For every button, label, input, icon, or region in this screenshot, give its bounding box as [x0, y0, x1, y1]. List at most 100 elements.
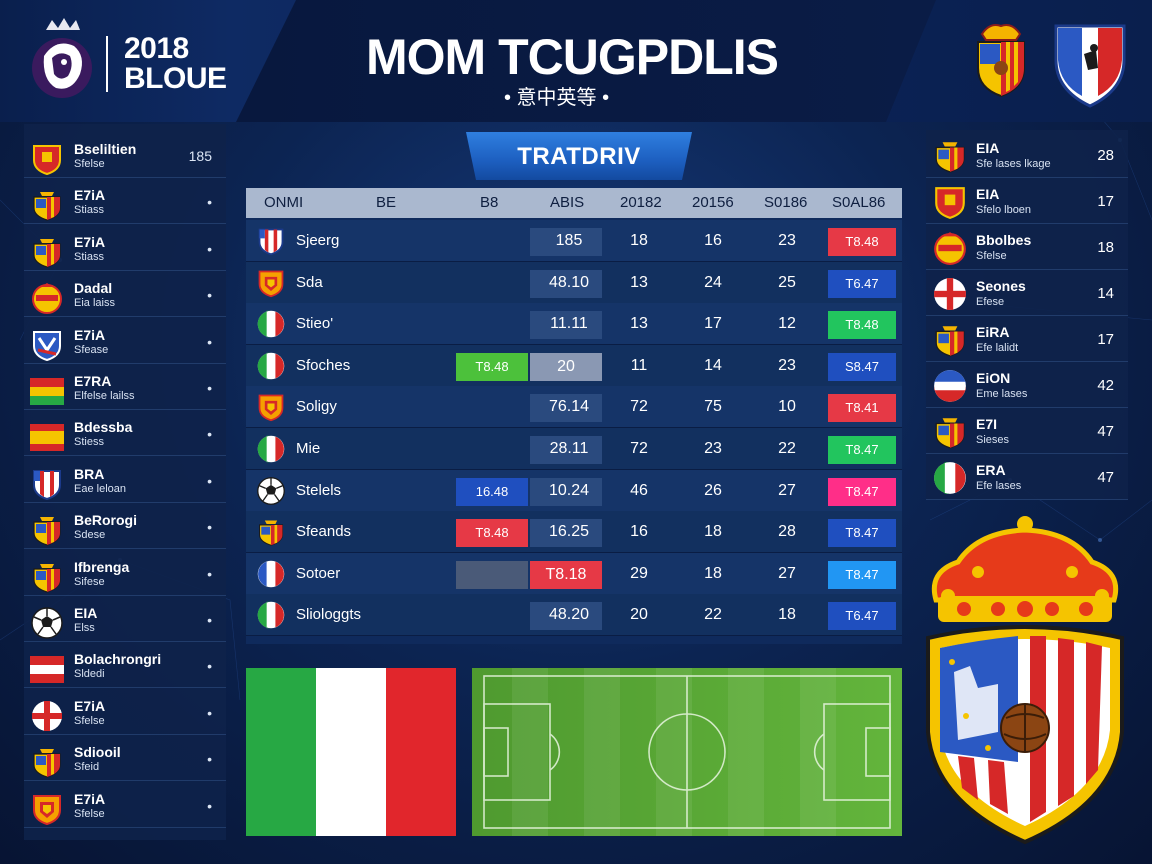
list-item[interactable]: Seones Efese 14	[926, 270, 1128, 316]
list-item[interactable]: E7iA Stiass •	[24, 180, 226, 225]
list-item[interactable]: EIA Sfe lases lkage 28	[926, 132, 1128, 178]
column-header[interactable]: ONMI	[264, 194, 304, 211]
list-item-value: •	[207, 194, 212, 211]
soccer-ball-icon	[256, 476, 286, 506]
list-item[interactable]: ERA Efe lases 47	[926, 454, 1128, 500]
list-item[interactable]: Sdiooil Sfeid •	[24, 737, 226, 782]
team-name: Sliologgts	[296, 606, 362, 624]
table-row[interactable]: Sda 48.10 13 24 25 T6.47	[246, 261, 902, 304]
list-item[interactable]: E7RA Elfelse lailss •	[24, 366, 226, 410]
spain-flag-icon	[30, 420, 64, 454]
column-header[interactable]: S0AL86	[832, 194, 886, 211]
column-header[interactable]: ABIS	[550, 194, 585, 211]
team-name: Sda	[296, 273, 323, 291]
tab-tratdriv[interactable]: TRATDRIV	[466, 132, 692, 180]
big-club-crest-icon[interactable]	[918, 512, 1132, 846]
table-row[interactable]: Sfeands T8.48 16.25 16 18 28 T8.47	[246, 511, 902, 554]
list-item[interactable]: Bbolbes Sfelse 18	[926, 224, 1128, 270]
table-row[interactable]: Soligy 76.14 72 75 10 T8.41	[246, 386, 902, 429]
list-item[interactable]: Dadal Eia laiss •	[24, 273, 226, 318]
shield-red-yellow-icon	[30, 513, 64, 547]
shield-blue-red-icon	[30, 467, 64, 501]
stat-cell: 24	[704, 273, 722, 291]
italy-flag-icon	[256, 309, 286, 339]
list-item[interactable]: E7I Sieses 47	[926, 408, 1128, 454]
team-name: Sotoer	[296, 564, 341, 582]
standings-table: ONMI BE B8 ABIS 20182 20156 S0186 S0AL86…	[246, 188, 902, 644]
stat-cell-bg	[530, 394, 602, 423]
list-item[interactable]: Ifbrenga Sifese •	[24, 552, 226, 596]
list-item[interactable]: E7iA Sfelse •	[24, 691, 226, 735]
list-item[interactable]: Bseliltien Sfelse 185	[24, 134, 226, 178]
bolivia-flag-icon	[30, 374, 64, 408]
table-row[interactable]: Mie 28.11 72 23 22 T8.47	[246, 428, 902, 470]
list-item-sub: Sifese	[74, 575, 105, 588]
list-item-value: 47	[1097, 469, 1114, 486]
stat-cell: 12	[778, 315, 796, 333]
list-item[interactable]: EiRA Efe lalidt 17	[926, 316, 1128, 362]
list-item-sub: Sfe lases lkage	[976, 158, 1051, 170]
column-header[interactable]: B8	[480, 194, 499, 211]
list-item-name: Bolachrongri	[74, 651, 162, 668]
status-badge: T8.47	[828, 560, 896, 589]
stat-cell: 11	[630, 356, 648, 374]
team-name: Stelels	[296, 481, 342, 499]
list-item[interactable]: Bdessba Stiess •	[24, 412, 226, 457]
england-flag-icon	[30, 699, 64, 733]
list-item[interactable]: EIA Elss •	[24, 598, 226, 642]
list-item-name: E7iA	[74, 187, 106, 204]
list-item-sub: Efe lalidt	[976, 342, 1019, 354]
soccer-ball-icon	[30, 606, 64, 640]
club-crest-icon[interactable]	[970, 18, 1032, 98]
league-lion-logo-icon[interactable]	[26, 16, 96, 106]
list-item-sub: Efese	[976, 296, 1005, 308]
italy-flag-icon	[256, 434, 286, 464]
list-item-name: Bdessba	[74, 419, 133, 436]
column-header[interactable]: BE	[376, 194, 397, 211]
list-item-name: EIA	[976, 140, 1000, 156]
stat-cell: 22	[704, 606, 722, 624]
france-flag-icon	[256, 559, 286, 589]
column-header[interactable]: S0186	[764, 194, 808, 211]
list-item[interactable]: BRA Eae leloan •	[24, 459, 226, 503]
shield-red-yellow-icon	[932, 138, 968, 174]
status-badge: T8.47	[828, 436, 896, 464]
column-header[interactable]: 20156	[692, 194, 734, 211]
list-item-sub: Sieses	[976, 434, 1010, 446]
stat-cell: 16	[704, 232, 722, 249]
table-row[interactable]: Stelels 16.48 10.24 46 26 27 T8.47	[246, 469, 902, 512]
list-item[interactable]: E7iA Stiass •	[24, 227, 226, 271]
list-item-name: EIA	[976, 186, 1000, 202]
shield-orange-icon	[30, 792, 64, 826]
column-header[interactable]: 20182	[620, 194, 662, 211]
list-item-sub: Sldedi	[74, 668, 105, 681]
status-badge: S8.47	[828, 352, 896, 381]
stat-cell: 26	[704, 481, 722, 499]
france-round-icon	[932, 368, 968, 404]
list-item[interactable]: BeRorogi Sdese •	[24, 505, 226, 550]
list-item[interactable]: Bolachrongri Sldedi •	[24, 644, 226, 689]
logo-divider	[106, 36, 108, 92]
table-row[interactable]: Sfoches T8.48 20 11 14 23 S8.47	[246, 344, 902, 387]
list-item-name: Seones	[976, 278, 1026, 294]
table-row[interactable]: Sliologgts 48.20 20 22 18 T6.47	[246, 594, 902, 637]
list-item[interactable]: EiON Eme lases 42	[926, 362, 1128, 408]
table-row[interactable]: Sjeerg 185 18 16 23 T8.48	[246, 220, 902, 262]
page-title: MOM TCUGPDLIS	[366, 29, 779, 85]
table-row[interactable]: Stieo' 11.11 13 17 12 T8.48	[246, 303, 902, 346]
list-item[interactable]: E7iA Sfelse •	[24, 784, 226, 828]
stat-cell: 11.11	[550, 315, 588, 333]
list-item-name: ERA	[976, 462, 1006, 478]
list-item[interactable]: E7iA Sfease •	[24, 320, 226, 364]
italy-flag-icon	[256, 600, 286, 630]
table-row[interactable]: Sotoer T8.18 29 18 27 T8.47	[246, 552, 902, 595]
shield-red-yellow-icon	[30, 745, 64, 779]
france-shield-icon[interactable]	[1052, 20, 1128, 108]
status-badge: T8.47	[828, 477, 896, 506]
list-item[interactable]: EIA Sfelo lboen 17	[926, 178, 1128, 224]
stat-cell: 17	[704, 315, 722, 333]
soccer-pitch-graphic[interactable]	[472, 668, 902, 836]
team-name: Soligy	[296, 398, 337, 416]
stat-cell: 13	[630, 273, 648, 291]
stat-cell-bg	[530, 269, 602, 298]
